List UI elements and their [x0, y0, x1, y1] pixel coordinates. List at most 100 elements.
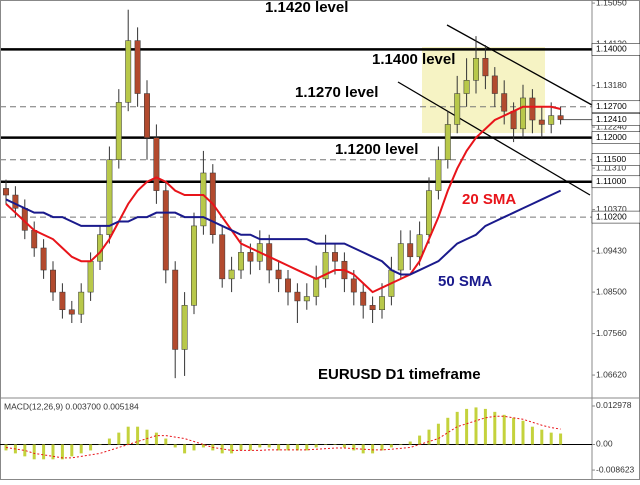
- macd-bar: [549, 432, 553, 445]
- macd-bar: [342, 444, 346, 448]
- candle-body: [50, 269, 56, 293]
- macd-bar: [267, 444, 271, 448]
- macd-bar: [521, 420, 525, 445]
- macd-bar: [79, 444, 83, 454]
- macd-bar: [371, 444, 375, 454]
- price-tag-bg: [591, 131, 640, 144]
- signal-line: [5, 415, 561, 459]
- candle-body: [153, 137, 160, 191]
- macd-bar: [361, 444, 365, 454]
- macd-bar: [295, 444, 299, 451]
- candle-body: [40, 247, 47, 271]
- y-tick-label: 1.08500: [596, 286, 627, 296]
- macd-bar: [248, 444, 252, 451]
- macd-bar: [314, 444, 318, 448]
- candle-body: [454, 93, 461, 125]
- candle-body: [360, 291, 367, 306]
- annotation: 1.1200 level: [335, 141, 418, 158]
- candle-body: [426, 190, 432, 235]
- macd-bar: [559, 433, 563, 445]
- candle-body: [87, 260, 94, 293]
- candle-body: [162, 190, 169, 271]
- candle-body: [134, 40, 141, 94]
- macd-bar: [446, 417, 450, 445]
- price-tag: 1.11000: [596, 176, 626, 186]
- candle-body: [115, 102, 122, 160]
- macd-bar: [286, 444, 290, 451]
- price-tag-bg: [591, 153, 640, 166]
- y-tick-label: 1.07560: [596, 328, 627, 338]
- macd-bar: [493, 411, 497, 445]
- candle-body: [407, 243, 414, 258]
- macd-bar: [427, 429, 431, 445]
- candle-body: [181, 305, 188, 350]
- macd-bar: [89, 444, 93, 451]
- candle-body: [473, 57, 479, 81]
- candle-body: [238, 252, 244, 271]
- sma-line: [5, 105, 561, 294]
- series-label: 20 SMA: [462, 191, 516, 208]
- macd-bar: [333, 444, 337, 445]
- y-tick-label: 1.13180: [596, 80, 627, 90]
- channel-upper: [446, 24, 593, 106]
- y-tick-label: 1.06620: [596, 369, 627, 379]
- candle-body: [275, 269, 282, 280]
- macd-bar: [220, 444, 224, 454]
- annotation: 1.1400 level: [372, 51, 455, 68]
- macd-bar: [42, 444, 46, 460]
- macd-bar: [465, 408, 469, 445]
- candle-body: [97, 234, 103, 262]
- y-tick-label: -0.008623: [596, 464, 635, 474]
- macd-bar: [483, 408, 487, 445]
- candle-body: [106, 159, 113, 235]
- series-label: 50 SMA: [438, 273, 492, 290]
- macd-bar: [502, 414, 506, 445]
- candle-body: [332, 252, 338, 262]
- macd-bar: [117, 432, 121, 445]
- macd-bar: [201, 444, 205, 448]
- candle-body: [482, 57, 489, 77]
- macd-bar: [60, 444, 64, 460]
- macd-bar: [408, 441, 412, 445]
- macd-bar: [474, 407, 478, 445]
- macd-bar: [164, 438, 168, 445]
- candle-body: [172, 269, 179, 350]
- candle-body: [501, 93, 508, 112]
- price-tag: 1.12000: [596, 132, 627, 142]
- y-tick-label: 1.10370: [596, 204, 627, 214]
- price-tag: 1.11500: [596, 154, 626, 164]
- candle-body: [68, 309, 75, 315]
- price-tag-bg: [591, 100, 640, 114]
- macd-bar: [230, 444, 234, 454]
- macd-bar: [324, 444, 328, 445]
- price-tag: 1.12410: [596, 114, 627, 124]
- macd-bar: [399, 444, 403, 445]
- candle-body: [463, 80, 470, 94]
- candle-body: [247, 252, 254, 262]
- candle-body: [303, 296, 310, 302]
- macd-bar: [352, 444, 356, 451]
- candle-body: [520, 97, 526, 130]
- candle-body: [435, 159, 442, 191]
- macd-bar: [512, 417, 516, 445]
- y-tick-label: 1.12240: [596, 121, 627, 131]
- macd-bar: [183, 444, 187, 454]
- candle-body: [444, 124, 451, 160]
- y-tick-label: 1.09430: [596, 245, 627, 255]
- macd-bar: [305, 444, 309, 451]
- macd-bar: [107, 438, 111, 445]
- candle-body: [313, 278, 320, 297]
- candle-body: [31, 230, 38, 249]
- candle-body: [322, 252, 329, 280]
- macd-bar: [51, 444, 55, 460]
- panel-title: MACD(12,26,9) 0.003700 0.005184: [4, 401, 139, 411]
- annotation: 1.1420 level: [265, 0, 348, 16]
- macd-bar: [455, 411, 459, 445]
- candle-body: [557, 115, 564, 120]
- candle-body: [285, 278, 291, 293]
- price-tag: 1.12700: [596, 101, 627, 111]
- macd-bar: [154, 432, 158, 445]
- macd-bar: [126, 426, 130, 445]
- candle-body: [529, 97, 536, 121]
